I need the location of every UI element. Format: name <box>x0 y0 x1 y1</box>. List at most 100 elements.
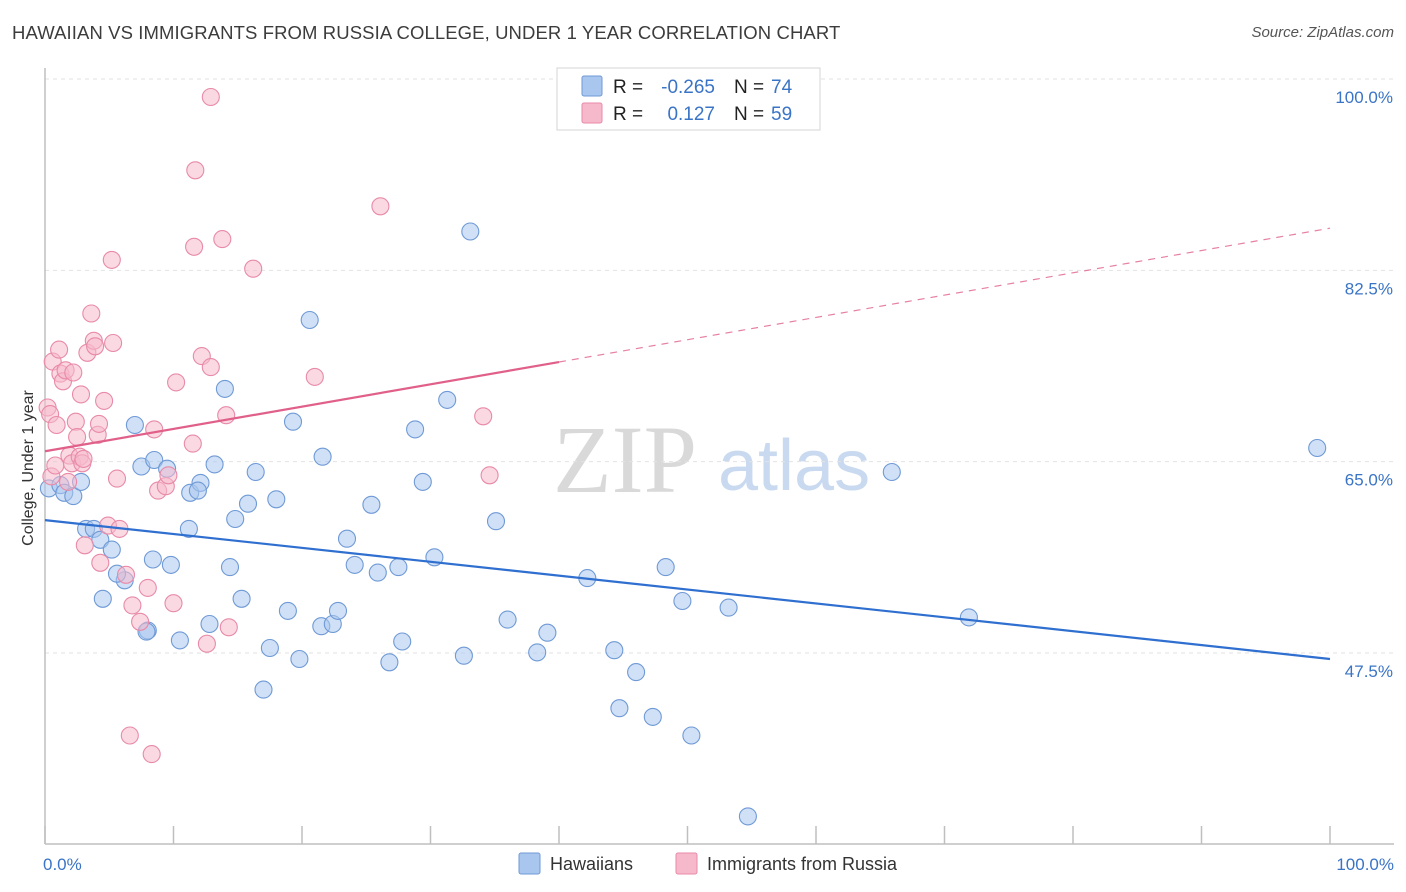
data-point-hawaiians <box>283 412 303 431</box>
data-point-russia <box>186 161 205 180</box>
data-point-hawaiians <box>605 641 624 660</box>
watermark-atlas: atlas <box>718 426 870 506</box>
data-point-hawaiians <box>143 550 162 569</box>
data-point-hawaiians <box>345 555 364 574</box>
legend-swatch-russia <box>581 102 603 124</box>
legend-n-value: 59 <box>771 104 792 125</box>
data-point-russia <box>201 87 220 107</box>
data-point-hawaiians <box>260 638 279 658</box>
data-point-hawaiians <box>290 649 309 669</box>
data-point-hawaiians <box>413 472 432 491</box>
data-point-hawaiians <box>719 598 738 617</box>
data-point-russia <box>138 578 157 597</box>
data-point-hawaiians <box>246 462 265 482</box>
data-point-russia <box>75 536 94 555</box>
series-legend-label-russia: Immigrants from Russia <box>707 854 898 874</box>
data-point-hawaiians <box>226 509 245 529</box>
data-point-hawaiians <box>959 608 978 627</box>
data-point-russia <box>244 259 263 278</box>
data-point-hawaiians <box>161 555 180 574</box>
y-axis-tick-labels: 47.5% 65.0% 82.5% 100.0% <box>1335 88 1393 681</box>
data-point-russia <box>145 420 164 439</box>
data-point-russia <box>219 618 238 637</box>
data-point-russia <box>68 427 87 447</box>
x-axis-ticks <box>44 826 1331 844</box>
data-point-hawaiians <box>656 558 675 577</box>
data-point-russia <box>86 337 105 356</box>
trend-line-extension-russia <box>558 227 1331 363</box>
source-credit: Source: ZipAtlas.com <box>1251 24 1394 41</box>
data-point-russia <box>47 415 66 435</box>
data-point-russia <box>50 340 69 359</box>
data-point-hawaiians <box>232 589 251 608</box>
data-point-hawaiians <box>188 481 207 500</box>
legend-r-label: R = <box>613 77 643 98</box>
data-point-russia <box>95 391 114 410</box>
data-point-hawaiians <box>498 610 517 629</box>
data-point-hawaiians <box>368 563 387 582</box>
x-tick-label-min: 0.0% <box>43 855 82 874</box>
data-point-hawaiians <box>389 558 408 577</box>
data-point-hawaiians <box>461 222 480 241</box>
data-point-hawaiians <box>267 490 286 509</box>
data-point-hawaiians <box>610 699 629 718</box>
data-point-russia <box>104 333 123 353</box>
data-point-hawaiians <box>125 415 144 435</box>
legend-n-label: N = <box>734 104 764 125</box>
data-point-hawaiians <box>313 447 332 466</box>
gridlines <box>45 78 1394 654</box>
scatter-points <box>38 87 1327 826</box>
data-point-russia <box>116 565 136 584</box>
data-point-russia <box>82 304 101 323</box>
chart-title: HAWAIIAN VS IMMIGRANTS FROM RUSSIA COLLE… <box>12 22 841 43</box>
data-point-hawaiians <box>454 646 473 665</box>
data-point-hawaiians <box>438 390 457 409</box>
data-point-russia <box>64 363 83 382</box>
data-point-russia <box>123 596 142 615</box>
data-point-russia <box>185 237 204 256</box>
data-point-russia <box>183 434 202 453</box>
data-point-russia <box>71 385 91 404</box>
data-point-hawaiians <box>102 540 121 559</box>
axes <box>44 68 1394 845</box>
data-point-hawaiians <box>145 450 164 470</box>
data-point-russia <box>89 414 109 433</box>
data-point-hawaiians <box>682 726 701 745</box>
trend-line-russia <box>44 360 560 453</box>
data-point-hawaiians <box>362 495 381 514</box>
data-point-hawaiians <box>93 589 112 608</box>
data-point-russia <box>46 456 65 475</box>
correlation-legend: R = -0.265 N = 74 R = 0.127 N = 59 <box>556 67 821 131</box>
series-legend-swatch-russia <box>675 852 698 875</box>
data-point-hawaiians <box>406 420 425 439</box>
x-tick-label-max: 100.0% <box>1336 855 1394 874</box>
legend-r-value: 0.127 <box>667 104 715 125</box>
data-point-hawaiians <box>538 623 557 642</box>
data-point-hawaiians <box>238 494 258 513</box>
data-point-russia <box>120 726 139 745</box>
series-legend-swatch-hawaiians <box>518 852 541 875</box>
legend-swatch-hawaiians <box>581 75 603 97</box>
data-point-hawaiians <box>215 379 234 398</box>
data-point-russia <box>197 634 216 653</box>
data-point-russia <box>91 553 110 572</box>
data-point-hawaiians <box>882 462 901 482</box>
legend-r-label: R = <box>613 104 643 125</box>
data-point-russia <box>74 449 93 468</box>
data-point-russia <box>474 407 493 426</box>
data-point-russia <box>480 466 499 485</box>
y-tick-label: 100.0% <box>1335 88 1393 107</box>
data-point-hawaiians <box>337 529 357 548</box>
data-point-russia <box>102 250 121 269</box>
data-point-russia <box>213 230 232 249</box>
data-point-hawaiians <box>200 614 219 634</box>
legend-n-value: 74 <box>771 77 793 98</box>
y-tick-label: 82.5% <box>1345 279 1393 298</box>
data-point-russia <box>59 472 78 491</box>
data-point-hawaiians <box>627 663 646 682</box>
watermark: ZIP atlas <box>553 406 870 513</box>
watermark-zip: ZIP <box>553 406 697 513</box>
data-point-hawaiians <box>1308 438 1327 458</box>
data-point-russia <box>131 612 150 631</box>
